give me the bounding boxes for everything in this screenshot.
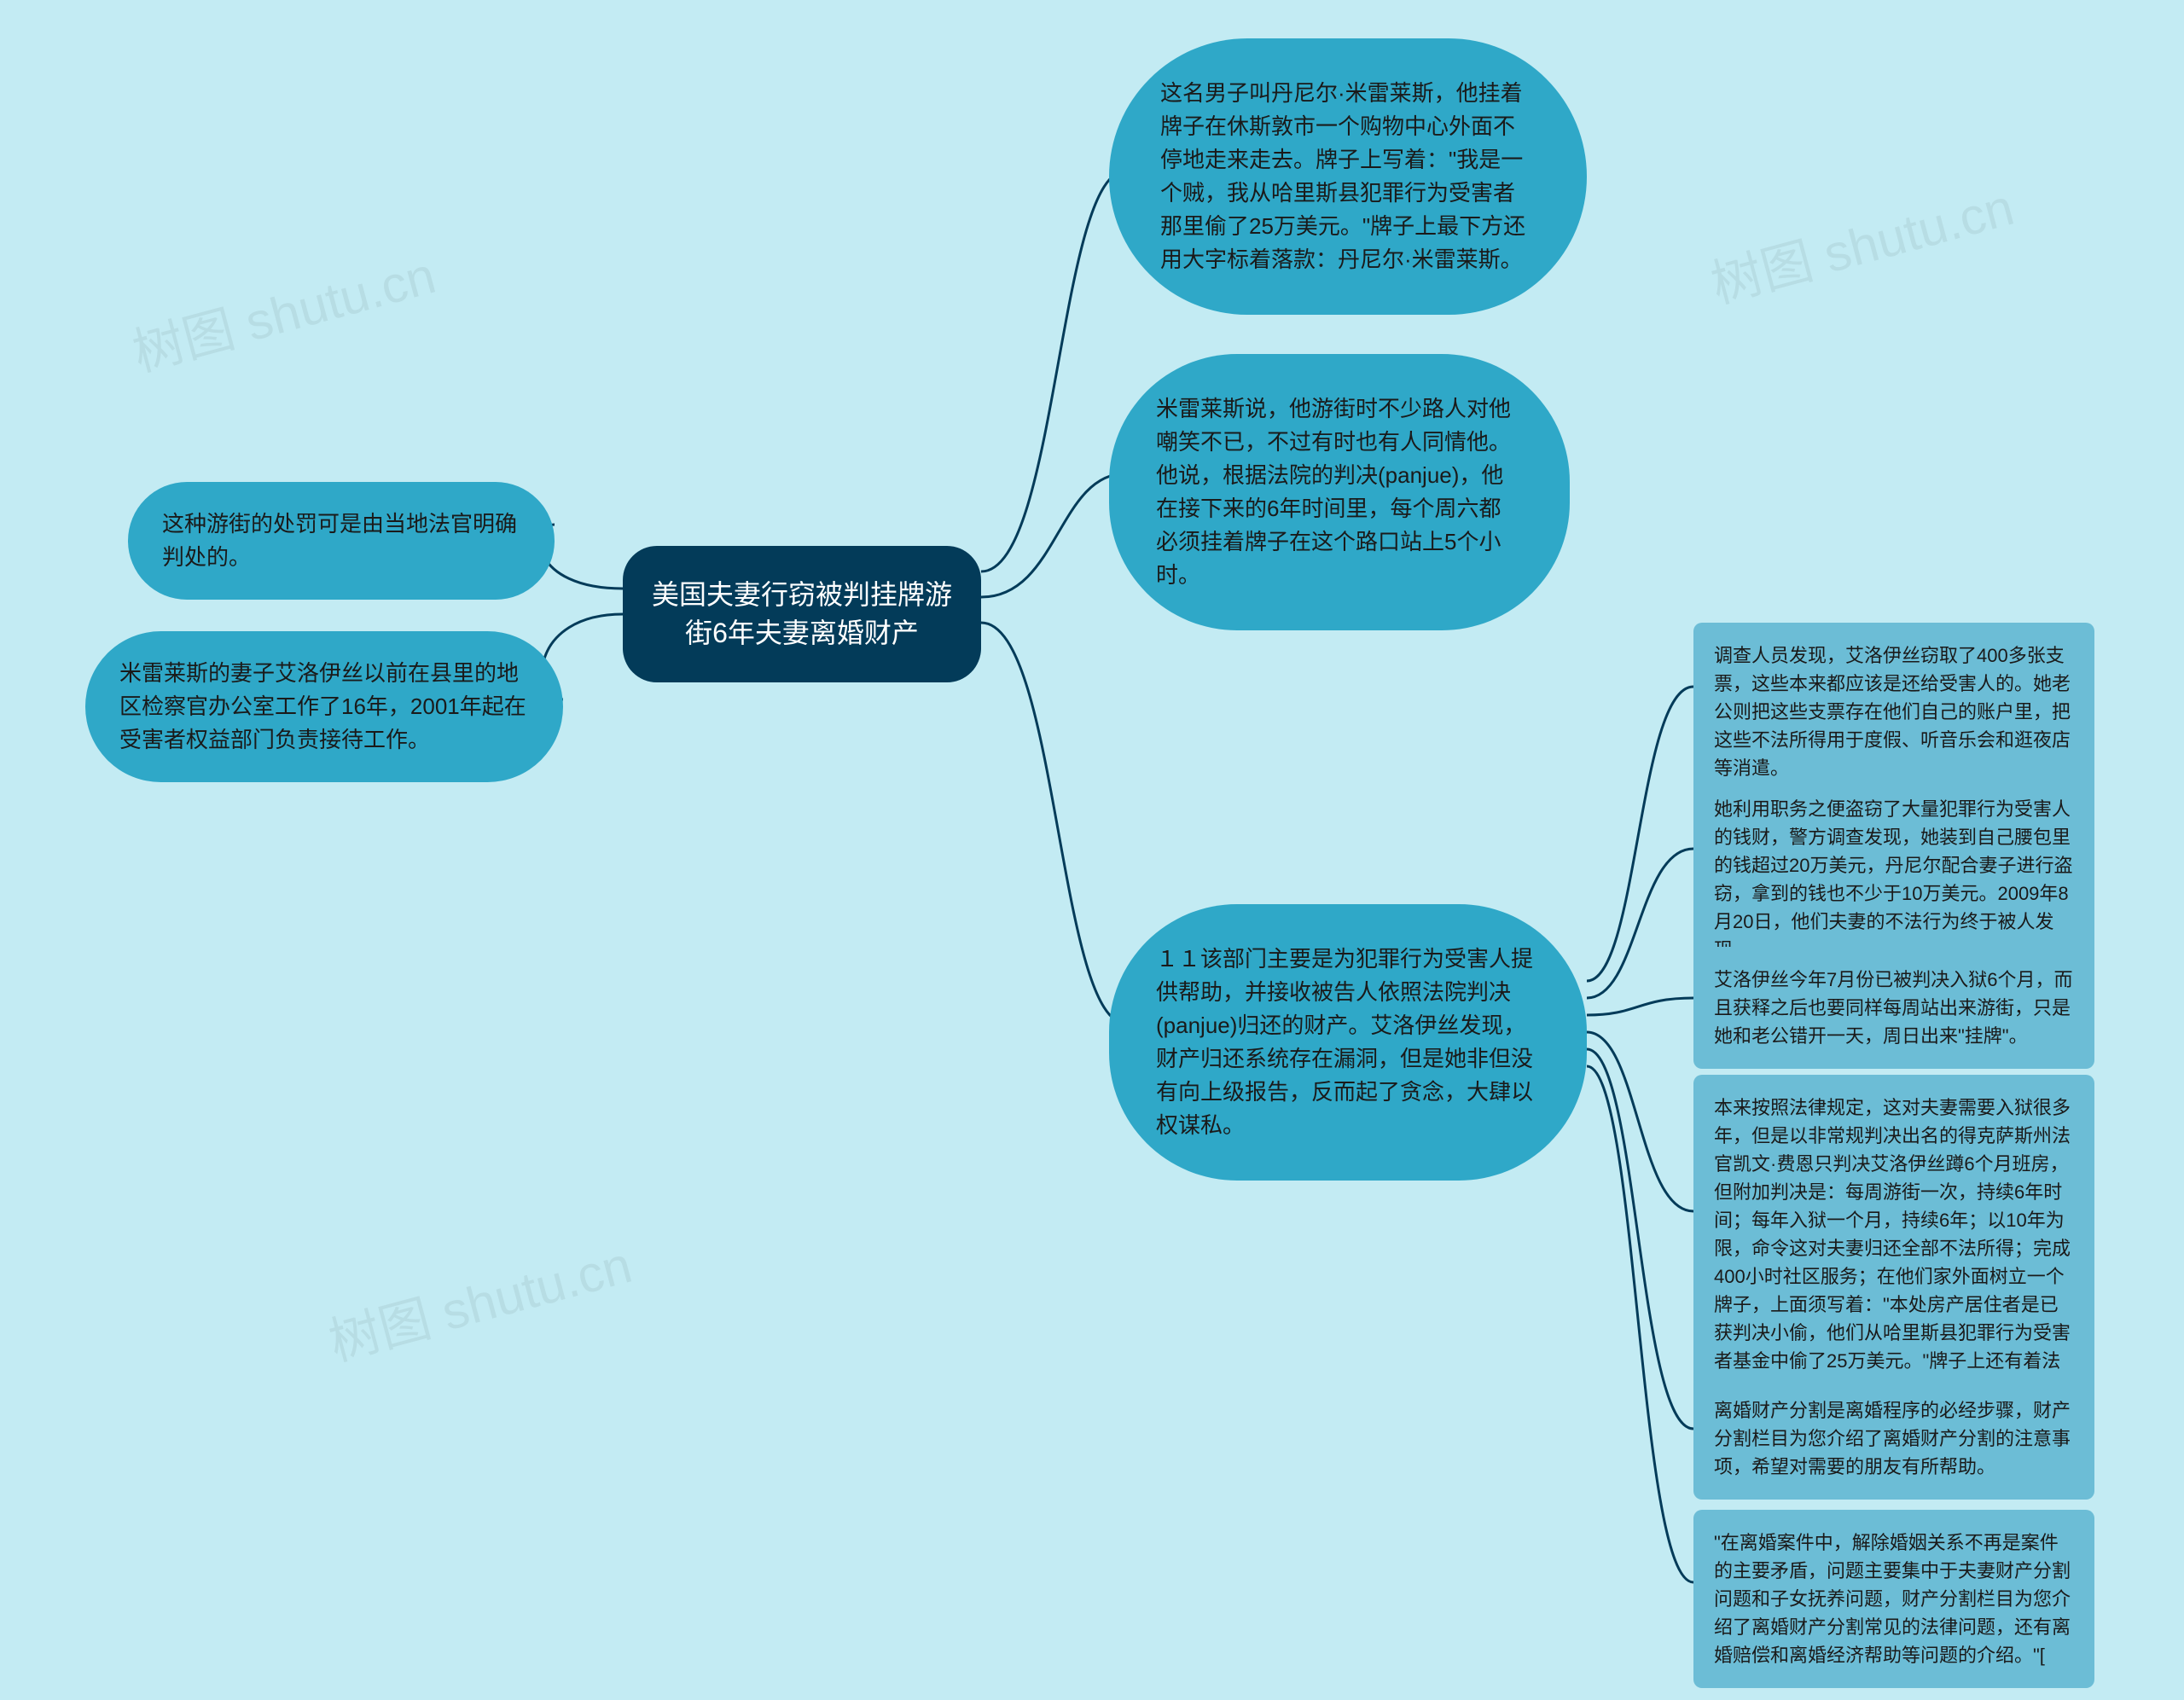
watermark: 树图 shutu.cn (124, 234, 443, 386)
edge (1587, 1049, 1693, 1429)
branch-text: 米雷莱斯说，他游街时不少路人对他嘲笑不已，不过有时也有人同情他。他说，根据法院的… (1156, 392, 1523, 592)
leaf-r3d: 本来按照法律规定，这对夫妻需要入狱很多年，但是以非常规判决出名的得克萨斯州法官凯… (1693, 1075, 2094, 1422)
branch-right-2: 米雷莱斯说，他游街时不少路人对他嘲笑不已，不过有时也有人同情他。他说，根据法院的… (1109, 354, 1570, 630)
edge (1587, 1032, 1693, 1211)
edge (981, 623, 1126, 1024)
edge (1587, 998, 1693, 1015)
edge (981, 473, 1126, 597)
leaf-text: 调查人员发现，艾洛伊丝窃取了400多张支票，这些本来都应该是还给受害人的。她老公… (1714, 645, 2071, 779)
leaf-text: 她利用职务之便盗窃了大量犯罪行为受害人的钱财，警方调查发现，她装到自己腰包里的钱… (1714, 798, 2072, 960)
branch-right-1: 这名男子叫丹尼尔·米雷莱斯，他挂着牌子在休斯敦市一个购物中心外面不停地走来走去。… (1109, 38, 1587, 315)
edge (1587, 1066, 1693, 1582)
leaf-r3e: 离婚财产分割是离婚程序的必经步骤，财产分割栏目为您介绍了离婚财产分割的注意事项，… (1693, 1378, 2094, 1500)
branch-left-2: 米雷莱斯的妻子艾洛伊丝以前在县里的地区检察官办公室工作了16年，2001年起在受… (85, 631, 563, 782)
edge (1587, 849, 1693, 998)
branch-text: １１该部门主要是为犯罪行为受害人提供帮助，并接收被告人依照法院判决(panjue… (1156, 943, 1540, 1142)
edge (1587, 687, 1693, 981)
leaf-r3f: "在离婚案件中，解除婚姻关系不再是案件的主要矛盾，问题主要集中于夫妻财产分割问题… (1693, 1510, 2094, 1688)
watermark: 树图 shutu.cn (320, 1223, 639, 1375)
watermark: 树图 shutu.cn (1702, 165, 2021, 317)
leaf-r3c: 艾洛伊丝今年7月份已被判决入狱6个月，而且获释之后也要同样每周站出来游街，只是她… (1693, 947, 2094, 1069)
leaf-text: 艾洛伊丝今年7月份已被判决入狱6个月，而且获释之后也要同样每周站出来游街，只是她… (1714, 969, 2072, 1047)
branch-text: 这种游街的处罚可是由当地法官明确判处的。 (162, 508, 520, 574)
branch-text: 米雷莱斯的妻子艾洛伊丝以前在县里的地区检察官办公室工作了16年，2001年起在受… (119, 657, 529, 757)
leaf-text: 本来按照法律规定，这对夫妻需要入狱很多年，但是以非常规判决出名的得克萨斯州法官凯… (1714, 1097, 2071, 1400)
edge (981, 171, 1126, 572)
leaf-text: 离婚财产分割是离婚程序的必经步骤，财产分割栏目为您介绍了离婚财产分割的注意事项，… (1714, 1400, 2071, 1477)
mindmap-center: 美国夫妻行窃被判挂牌游街6年夫妻离婚财产 (623, 546, 981, 682)
branch-left-1: 这种游街的处罚可是由当地法官明确判处的。 (128, 482, 555, 600)
center-text: 美国夫妻行窃被判挂牌游街6年夫妻离婚财产 (648, 576, 956, 653)
branch-text: 这名男子叫丹尼尔·米雷莱斯，他挂着牌子在休斯敦市一个购物中心外面不停地走来走去。… (1160, 77, 1536, 276)
leaf-text: "在离婚案件中，解除婚姻关系不再是案件的主要矛盾，问题主要集中于夫妻财产分割问题… (1714, 1532, 2071, 1666)
leaf-r3a: 调查人员发现，艾洛伊丝窃取了400多张支票，这些本来都应该是还给受害人的。她老公… (1693, 623, 2094, 801)
branch-right-3: １１该部门主要是为犯罪行为受害人提供帮助，并接收被告人依照法院判决(panjue… (1109, 904, 1587, 1181)
